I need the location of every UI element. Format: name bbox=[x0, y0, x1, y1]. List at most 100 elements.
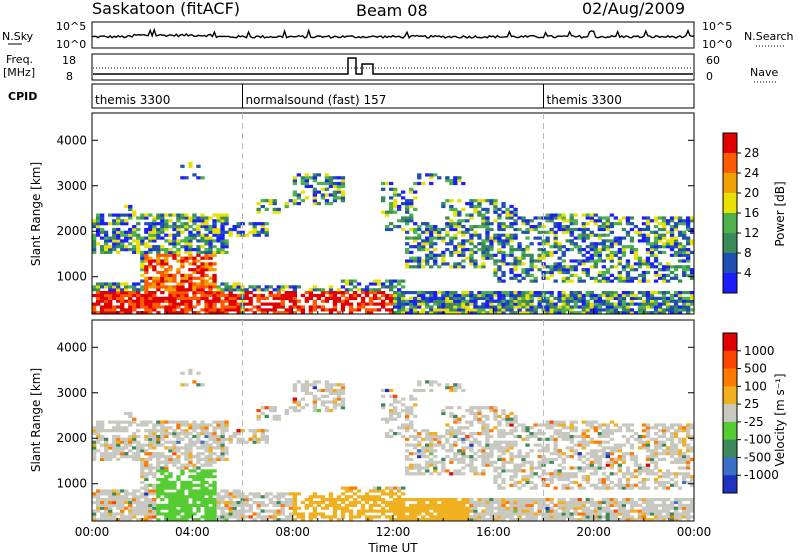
velocity-cell bbox=[550, 478, 554, 481]
power-cell bbox=[144, 294, 148, 297]
velocity-cell bbox=[461, 515, 465, 518]
power-cell bbox=[662, 280, 666, 283]
velocity-cell bbox=[521, 458, 525, 461]
power-cell bbox=[245, 297, 249, 300]
power-cell bbox=[220, 219, 224, 222]
velocity-cell bbox=[269, 409, 273, 412]
power-cell bbox=[357, 308, 361, 311]
velocity-cell bbox=[594, 449, 598, 452]
velocity-cell bbox=[305, 403, 309, 406]
power-cell bbox=[525, 305, 529, 308]
power-cell bbox=[168, 294, 172, 297]
power-cell bbox=[389, 228, 393, 231]
velocity-cell bbox=[501, 469, 505, 472]
power-cell bbox=[449, 297, 453, 300]
velocity-cell bbox=[333, 510, 337, 513]
power-cell bbox=[273, 202, 277, 205]
velocity-cell bbox=[389, 429, 393, 432]
velocity-cell bbox=[481, 455, 485, 458]
velocity-cell bbox=[457, 472, 461, 475]
power-cell bbox=[337, 191, 341, 194]
power-cell bbox=[180, 291, 184, 294]
velocity-cell bbox=[120, 449, 124, 452]
power-cell bbox=[104, 245, 108, 248]
velocity-cell bbox=[204, 449, 208, 452]
colorbar-swatch bbox=[723, 133, 737, 153]
power-cell bbox=[200, 239, 204, 242]
velocity-cell bbox=[116, 446, 120, 449]
power-cell bbox=[212, 282, 216, 285]
velocity-cell bbox=[473, 441, 477, 444]
power-cell bbox=[104, 308, 108, 311]
velocity-cell bbox=[481, 415, 485, 418]
power-cell bbox=[606, 257, 610, 260]
power-cell bbox=[433, 259, 437, 262]
velocity-cell bbox=[216, 498, 220, 501]
power-cell bbox=[365, 303, 369, 306]
velocity-cell bbox=[144, 466, 148, 469]
velocity-cell bbox=[253, 501, 257, 504]
velocity-cell bbox=[586, 501, 590, 504]
velocity-cell bbox=[433, 504, 437, 507]
power-cell bbox=[477, 205, 481, 208]
power-cell bbox=[678, 234, 682, 237]
power-cell bbox=[642, 234, 646, 237]
power-cell bbox=[321, 294, 325, 297]
power-cell bbox=[513, 259, 517, 262]
power-cell bbox=[120, 214, 124, 217]
power-cell bbox=[586, 259, 590, 262]
velocity-cell bbox=[501, 478, 505, 481]
velocity-cell bbox=[417, 501, 421, 504]
power-cell bbox=[389, 297, 393, 300]
velocity-cell bbox=[473, 418, 477, 421]
velocity-cell bbox=[321, 512, 325, 515]
velocity-cell bbox=[566, 512, 570, 515]
power-cell bbox=[421, 303, 425, 306]
velocity-cell bbox=[313, 398, 317, 401]
power-cell bbox=[686, 308, 690, 311]
power-cell bbox=[630, 248, 634, 251]
velocity-cell bbox=[497, 421, 501, 424]
power-cell bbox=[293, 294, 297, 297]
power-cell bbox=[200, 262, 204, 265]
power-cell bbox=[369, 297, 373, 300]
velocity-cell bbox=[176, 504, 180, 507]
power-cell bbox=[570, 214, 574, 217]
power-cell bbox=[682, 271, 686, 274]
power-cell bbox=[646, 300, 650, 303]
velocity-cell bbox=[461, 504, 465, 507]
power-cell bbox=[196, 245, 200, 248]
power-cell bbox=[224, 297, 228, 300]
velocity-cell bbox=[554, 487, 558, 490]
velocity-cell bbox=[586, 481, 590, 484]
power-cell bbox=[662, 308, 666, 311]
power-cell bbox=[249, 308, 253, 311]
velocity-cell bbox=[558, 478, 562, 481]
power-cell bbox=[658, 297, 662, 300]
power-cell bbox=[562, 231, 566, 234]
velocity-cell bbox=[554, 472, 558, 475]
velocity-cell bbox=[116, 429, 120, 432]
power-cell bbox=[618, 274, 622, 277]
velocity-cell bbox=[562, 475, 566, 478]
power-cell bbox=[517, 245, 521, 248]
power-cell bbox=[160, 214, 164, 217]
velocity-cell bbox=[164, 446, 168, 449]
power-cell bbox=[128, 208, 132, 211]
velocity-cell bbox=[566, 432, 570, 435]
velocity-cell bbox=[409, 406, 413, 409]
power-cell bbox=[409, 219, 413, 222]
velocity-cell bbox=[453, 512, 457, 515]
power-cell bbox=[220, 222, 224, 225]
power-cell bbox=[457, 308, 461, 311]
velocity-cell bbox=[505, 441, 509, 444]
velocity-cell bbox=[144, 515, 148, 518]
power-cell bbox=[674, 228, 678, 231]
power-cell bbox=[265, 308, 269, 311]
velocity-cell bbox=[216, 504, 220, 507]
power-cell bbox=[116, 242, 120, 245]
power-cell bbox=[116, 228, 120, 231]
power-cell bbox=[618, 262, 622, 265]
power-cell bbox=[341, 176, 345, 179]
power-cell bbox=[558, 308, 562, 311]
